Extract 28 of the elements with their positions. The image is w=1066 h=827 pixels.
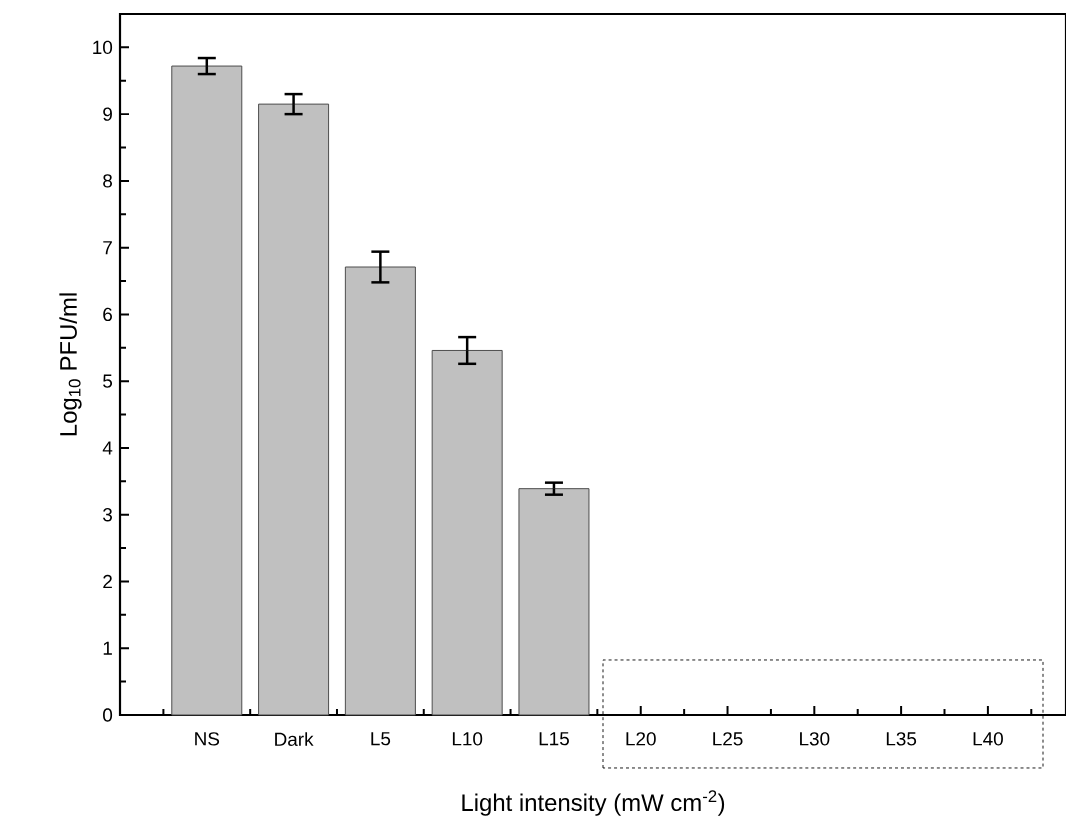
x-axis-title: Light intensity (mW cm$^{-2}$) [462, 790, 725, 816]
bar [518, 488, 590, 716]
x-tick-label: L15 [539, 732, 569, 746]
y-axis-title: Log$_{10}$ PFU/ml [59, 293, 82, 436]
x-tick-label: L10 [452, 732, 483, 746]
x-tick-label: L20 [626, 732, 656, 746]
y-tick-label: 5 [103, 374, 113, 388]
y-tick-label: 9 [103, 107, 112, 121]
x-tick-label: NS [195, 732, 220, 746]
x-tick-label: L35 [886, 732, 917, 746]
y-tick-label: 7 [103, 241, 112, 255]
y-tick-label: 0 [103, 708, 113, 722]
y-tick-label: 1 [103, 641, 112, 655]
bar [431, 349, 503, 716]
bar [258, 103, 330, 716]
y-tick-label: 10 [93, 40, 113, 55]
x-tick-label: Dark [275, 732, 314, 747]
x-tick-label: L30 [800, 732, 830, 746]
x-tick-label: L5 [371, 732, 391, 746]
bar [171, 65, 243, 716]
y-tick-label: 4 [102, 441, 113, 455]
y-tick-label: 6 [103, 307, 112, 322]
x-tick-label: L40 [973, 732, 1003, 746]
x-tick-label: L25 [713, 732, 743, 746]
bar [344, 266, 416, 716]
y-tick-label: 2 [103, 574, 112, 589]
y-tick-label: 3 [103, 508, 112, 522]
y-tick-label: 8 [103, 174, 113, 188]
